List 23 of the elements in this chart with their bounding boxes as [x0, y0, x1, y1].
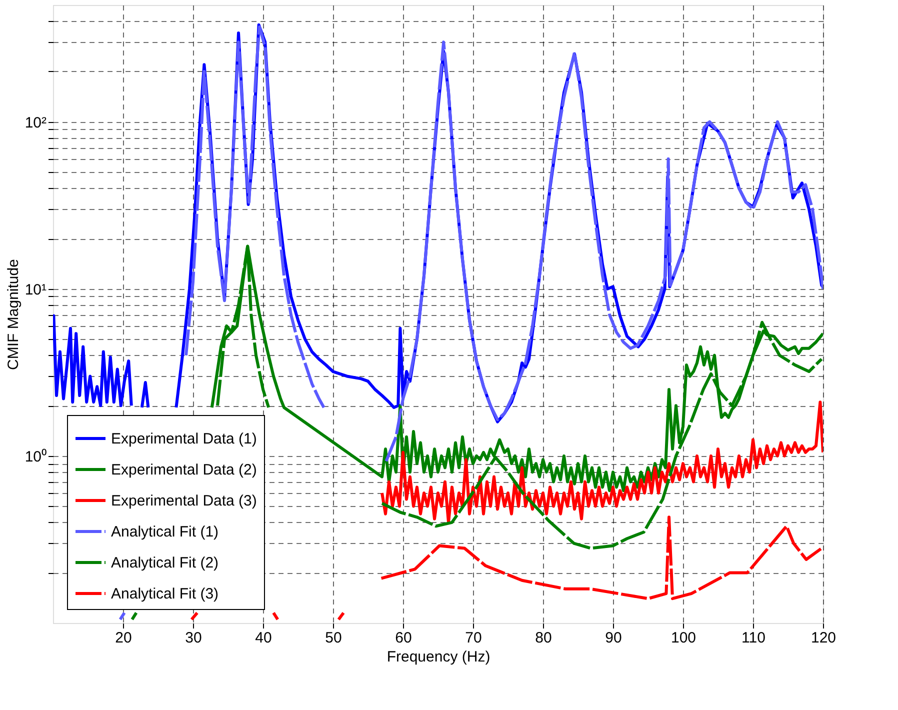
- y-tick-label: 10¹: [24, 281, 46, 298]
- y-axis-title: CMIF Magnitude: [4, 259, 22, 370]
- x-tick-label: 60: [395, 630, 412, 646]
- legend-label: Analytical Fit (2): [111, 554, 219, 572]
- x-tick-label: 100: [670, 630, 696, 646]
- x-tick-label: 70: [465, 630, 482, 646]
- x-tick-label: 120: [810, 630, 836, 646]
- x-tick-label: 80: [535, 630, 552, 646]
- legend-label: Experimental Data (1): [111, 430, 257, 448]
- legend-label: Experimental Data (3): [111, 492, 257, 510]
- x-tick-label: 90: [605, 630, 622, 646]
- x-tick-label: 50: [325, 630, 342, 646]
- x-tick-label: 40: [255, 630, 272, 646]
- legend-label: Analytical Fit (3): [111, 586, 219, 602]
- x-axis-title: Frequency (Hz): [386, 648, 490, 666]
- x-tick-label: 30: [185, 630, 202, 646]
- y-tick-label: 10²: [24, 114, 46, 132]
- x-tick-label: 20: [115, 630, 132, 646]
- legend-label: Experimental Data (2): [111, 462, 257, 478]
- x-tick-label: 110: [742, 630, 766, 646]
- legend-label: Analytical Fit (1): [111, 524, 219, 540]
- line-series: [380, 400, 823, 524]
- y-tick-label: 10⁰: [24, 448, 46, 466]
